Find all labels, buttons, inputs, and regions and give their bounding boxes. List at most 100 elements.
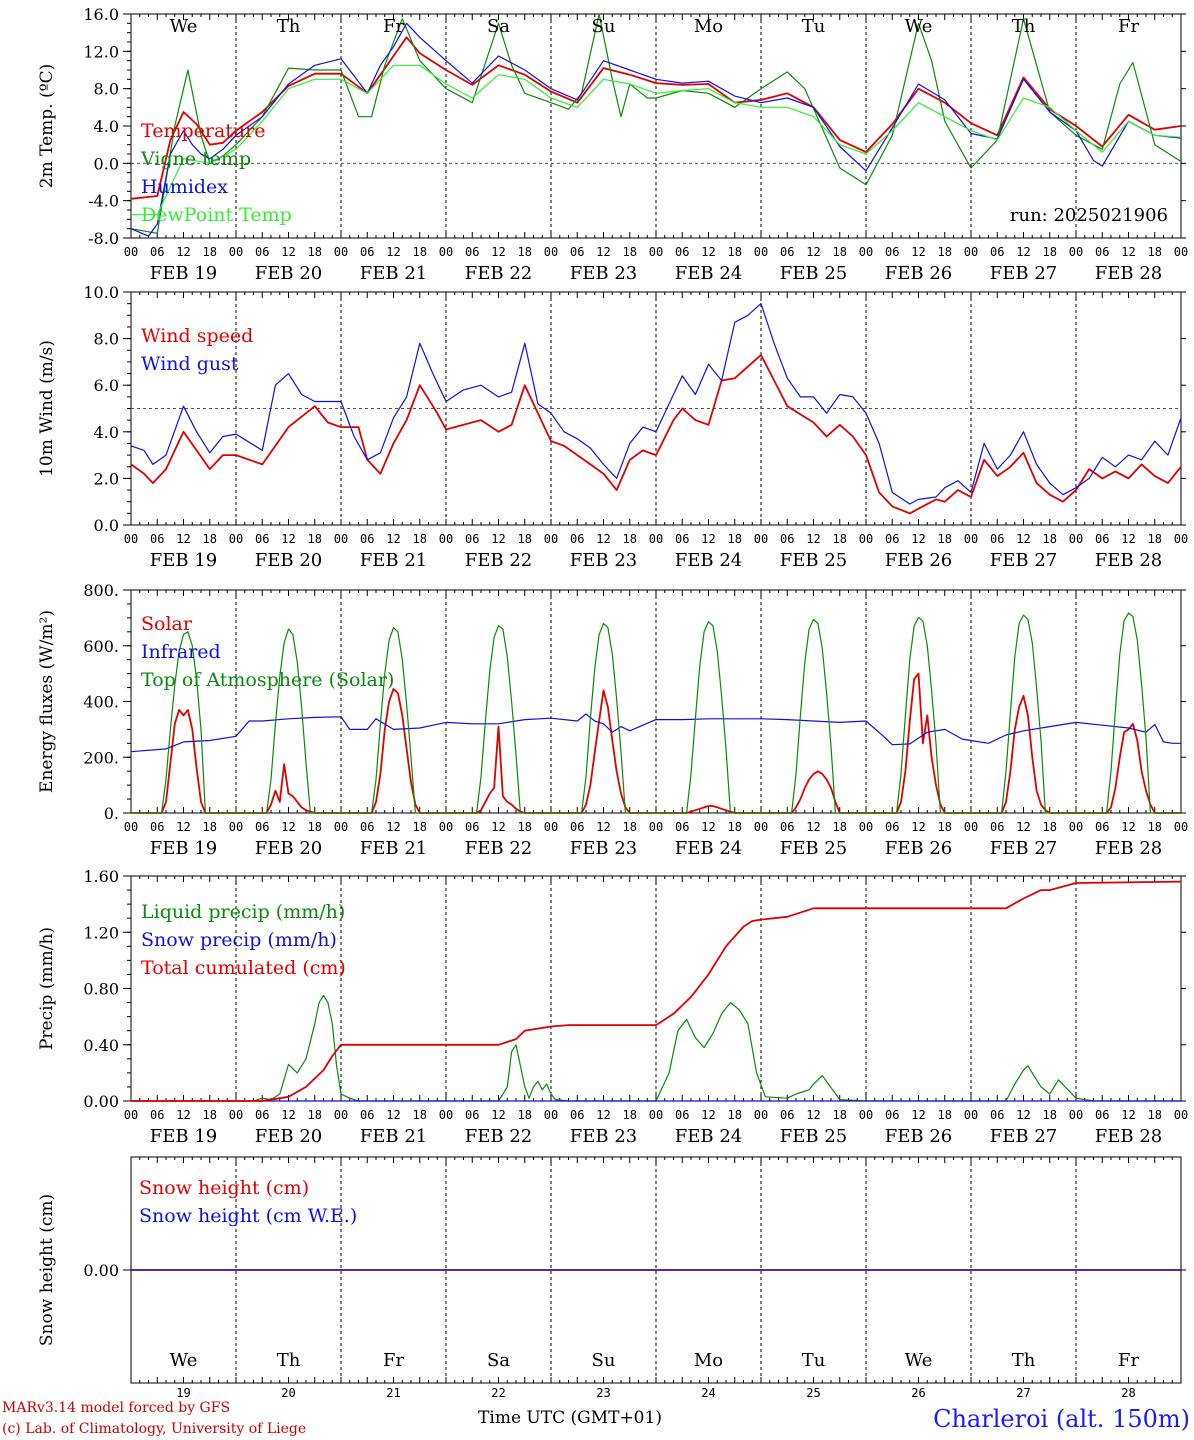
hour-tick-label: 06 [885,820,899,834]
day-number-label: 27 [1016,1386,1030,1400]
hour-tick-label: 12 [1016,1108,1030,1122]
date-label: FEB 23 [570,550,637,571]
hour-tick-label: 12 [386,532,400,546]
hour-tick-label: 12 [806,1108,820,1122]
y-tick-label: 0. [104,804,119,823]
y-tick-label: 400. [83,693,119,712]
date-label: FEB 28 [1095,838,1162,859]
date-label: FEB 28 [1095,1126,1162,1147]
hour-tick-label: 12 [176,245,190,259]
hour-tick-label: 06 [1095,245,1109,259]
date-label: FEB 25 [780,838,847,859]
series-line-3 [131,612,1181,814]
date-label: FEB 25 [780,550,847,571]
hour-tick-label: 00 [649,245,663,259]
hour-tick-label: 18 [308,1108,322,1122]
series-line-2 [130,13,1182,234]
hour-tick-label: 12 [806,245,820,259]
hour-tick-label: 18 [413,532,427,546]
y-tick-label: 0.40 [83,1036,119,1055]
hour-tick-label: 06 [150,1108,164,1122]
hour-tick-label: 18 [203,245,217,259]
hour-tick-label: 12 [596,532,610,546]
series-line-1 [131,994,1181,1102]
hour-tick-label: 00 [124,532,138,546]
day-number-label: 23 [596,1386,610,1400]
hour-tick-label: 00 [859,820,873,834]
y-tick-label: 10.0 [83,283,119,302]
hour-tick-label: 06 [675,532,689,546]
weekday-label: Fr [383,16,404,37]
hour-tick-label: 12 [1121,532,1135,546]
date-label: FEB 26 [885,838,952,859]
plot-frame [130,589,1182,814]
hour-tick-label: 00 [859,532,873,546]
hour-tick-label: 00 [649,1108,663,1122]
hour-tick-label: 00 [649,532,663,546]
hour-tick-label: 06 [360,532,374,546]
date-label: FEB 24 [675,838,742,859]
weekday-label: Th [277,16,301,37]
date-label: FEB 26 [885,1126,952,1147]
date-label: FEB 27 [990,550,1057,571]
series-line-3 [131,880,1182,1102]
hour-tick-label: 00 [229,532,243,546]
hour-tick-label: 00 [229,820,243,834]
date-label: FEB 28 [1095,263,1162,284]
hour-tick-label: 00 [124,245,138,259]
hour-tick-label: 06 [885,245,899,259]
hour-tick-label: 18 [728,1108,742,1122]
hour-tick-label: 18 [623,820,637,834]
hour-tick-label: 12 [1121,820,1135,834]
hour-tick-label: 06 [360,245,374,259]
hour-tick-label: 06 [990,1108,1004,1122]
hour-tick-label: 12 [911,820,925,834]
date-label: FEB 19 [150,550,217,571]
date-label: FEB 26 [885,550,952,571]
hour-tick-label: 18 [1043,532,1057,546]
date-label: FEB 20 [255,838,322,859]
date-label: FEB 25 [780,1126,847,1147]
hour-tick-label: 12 [596,1108,610,1122]
hour-tick-label: 18 [833,820,847,834]
hour-tick-label: 06 [675,245,689,259]
y-tick-label: 0.00 [83,1092,119,1111]
hour-tick-label: 12 [176,820,190,834]
hour-tick-label: 06 [990,245,1004,259]
day-number-label: 21 [386,1386,400,1400]
series-line-1 [130,36,1182,200]
y-tick-label: 16.0 [83,5,119,24]
hour-tick-label: 06 [570,820,584,834]
hour-tick-label: 18 [518,820,532,834]
date-label: FEB 27 [990,1126,1057,1147]
y-tick-label: 2.0 [94,469,119,488]
hour-tick-label: 06 [465,245,479,259]
y-tick-label: 200. [83,748,119,767]
day-number-label: 22 [491,1386,505,1400]
date-label: FEB 25 [780,263,847,284]
hour-tick-label: 18 [413,245,427,259]
hour-tick-label: 12 [1121,245,1135,259]
hour-tick-label: 12 [176,1108,190,1122]
hour-tick-label: 06 [255,245,269,259]
hour-tick-label: 12 [596,820,610,834]
legend-entry: Vigne temp [140,148,251,170]
date-label: FEB 22 [465,1126,532,1147]
y-tick-label: 8.0 [94,80,119,99]
hour-tick-label: 18 [1043,245,1057,259]
lab-credit: (c) Lab. of Climatology, University of L… [2,1421,306,1437]
hour-tick-label: 18 [203,532,217,546]
hour-tick-label: 00 [334,245,348,259]
weekday-label: We [905,16,933,37]
weekday-label: We [170,1350,198,1371]
legend-entry: Wind speed [141,325,253,347]
hour-tick-label: 18 [1043,1108,1057,1122]
hour-tick-label: 00 [754,820,768,834]
date-label: FEB 20 [255,1126,322,1147]
hour-tick-label: 06 [1095,1108,1109,1122]
hour-tick-label: 18 [518,1108,532,1122]
y-axis-title: 2m Temp. (ºC) [37,64,57,189]
y-tick-label: 8.0 [94,330,119,349]
day-number-label: 28 [1121,1386,1135,1400]
